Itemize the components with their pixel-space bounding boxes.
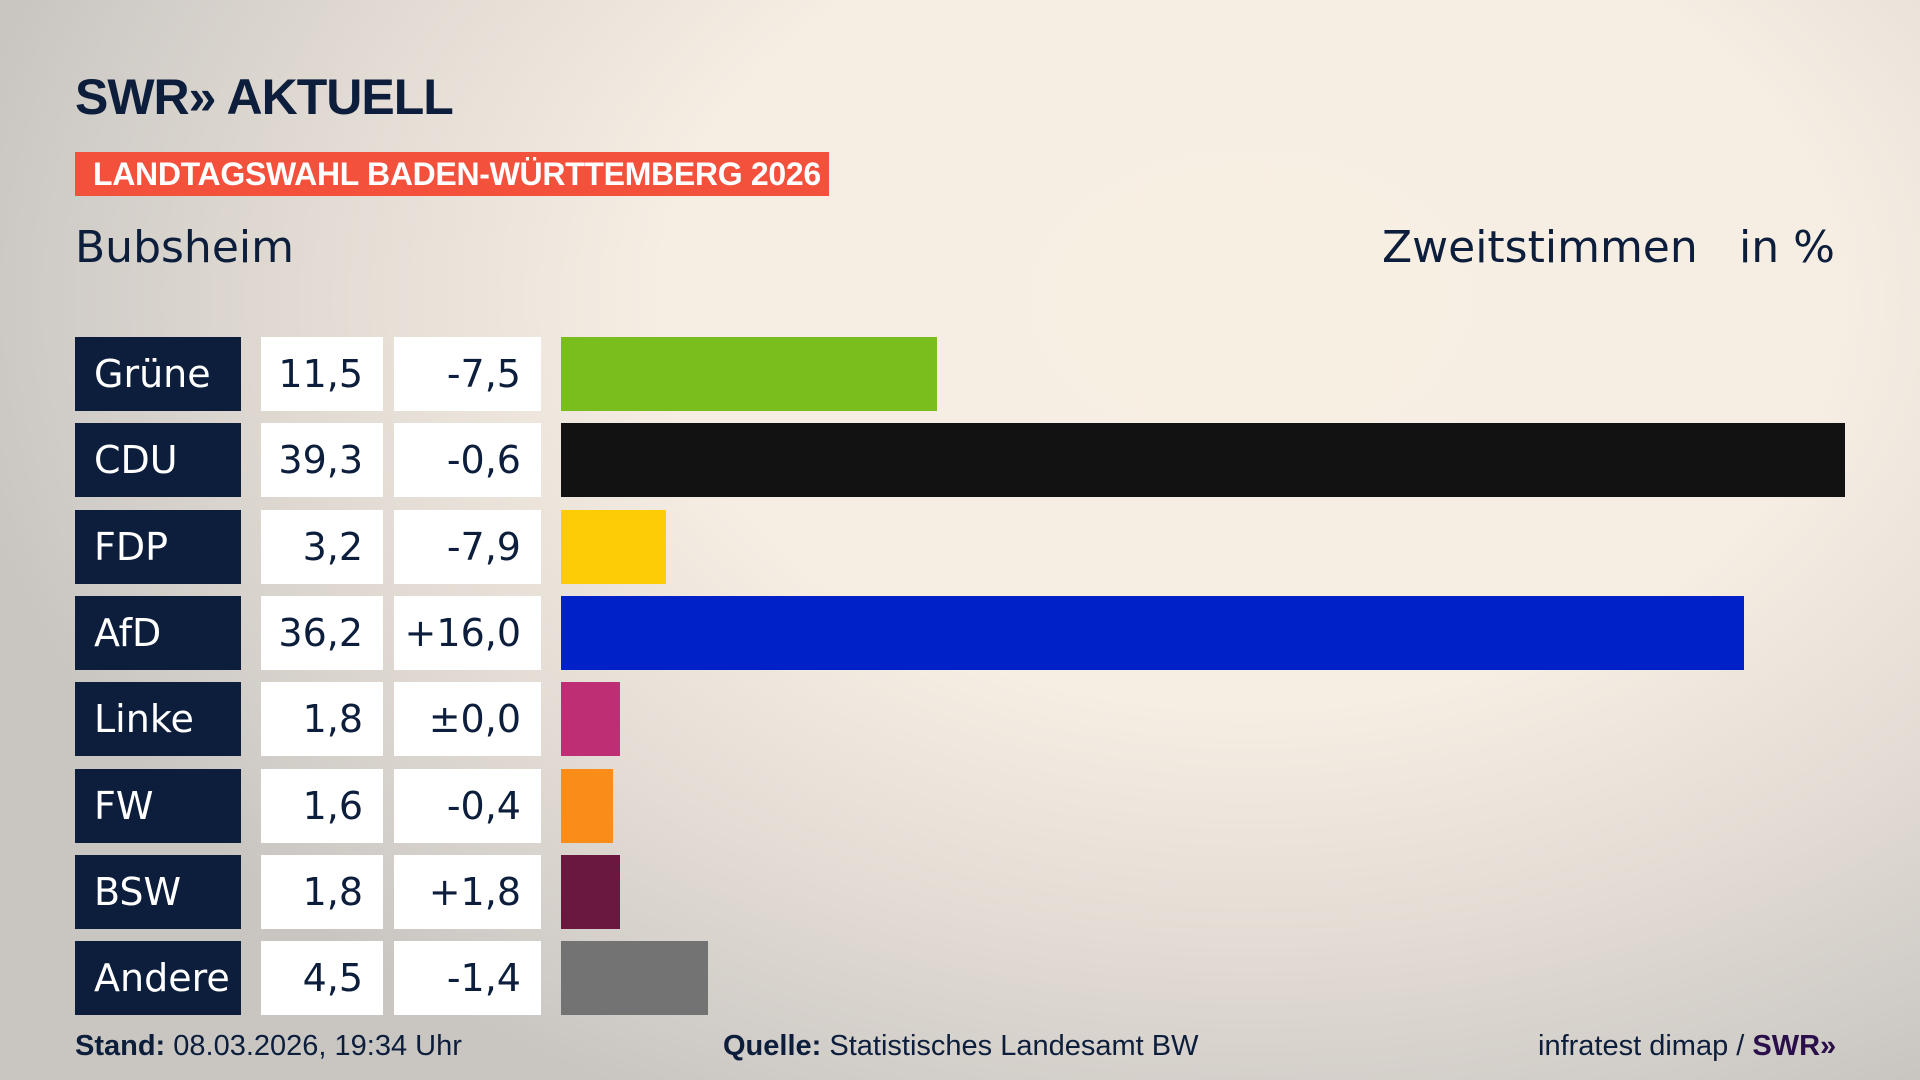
party-label: FDP [75, 509, 241, 584]
bar-bsw [561, 854, 620, 929]
diff-label: -0,4 [394, 768, 541, 843]
value-label: 3,2 [261, 509, 383, 584]
credit: infratest dimap / SWR» [1538, 1030, 1836, 1063]
bar-fw [561, 768, 614, 843]
party-label: Grüne [75, 337, 241, 411]
result-row: Linke 1,8 ±0,0 [0, 682, 1920, 757]
diff-label: -7,5 [394, 337, 541, 411]
place-title: Bubsheim [75, 222, 294, 273]
party-label: CDU [75, 423, 241, 498]
swr-logo: SWR» [1752, 1030, 1837, 1062]
bar-fdp [561, 509, 666, 584]
diff-label: +1,8 [394, 854, 541, 929]
diff-label: +16,0 [394, 595, 541, 670]
stand-label: Stand: [75, 1030, 166, 1062]
result-row: Andere 4,5 -1,4 [0, 941, 1920, 1016]
diff-label: -0,6 [394, 423, 541, 498]
result-row: FW 1,6 -0,4 [0, 768, 1920, 843]
stand-value: 08.03.2026, 19:34 Uhr [165, 1030, 462, 1062]
bar-linke [561, 682, 620, 757]
diff-label: -1,4 [394, 941, 541, 1016]
credit-text: infratest dimap / [1538, 1030, 1753, 1062]
value-label: 1,8 [261, 682, 383, 757]
timestamp: Stand: 08.03.2026, 19:34 Uhr [75, 1030, 462, 1063]
result-row: FDP 3,2 -7,9 [0, 509, 1920, 584]
bar-grne [561, 337, 937, 411]
unit-label: in % [1739, 222, 1835, 273]
result-row: BSW 1,8 +1,8 [0, 854, 1920, 929]
value-label: 1,6 [261, 768, 383, 843]
source: Quelle: Statistisches Landesamt BW [723, 1030, 1198, 1063]
party-label: Linke [75, 682, 241, 757]
metric-label: Zweitstimmen [1382, 222, 1698, 273]
bar-afd [561, 595, 1744, 670]
value-label: 39,3 [261, 423, 383, 498]
party-label: BSW [75, 854, 241, 929]
source-label: Quelle: [723, 1030, 822, 1062]
value-label: 11,5 [261, 337, 383, 411]
diff-label: ±0,0 [394, 682, 541, 757]
diff-label: -7,9 [394, 509, 541, 584]
election-banner: LANDTAGSWAHL BADEN-WÜRTTEMBERG 2026 [75, 152, 829, 196]
result-row: AfD 36,2 +16,0 [0, 595, 1920, 670]
bar-andere [561, 941, 709, 1016]
bar-cdu [561, 423, 1845, 498]
result-row: CDU 39,3 -0,6 [0, 423, 1920, 498]
source-value: Statistisches Landesamt BW [821, 1030, 1199, 1062]
party-label: Andere [75, 941, 241, 1016]
value-label: 36,2 [261, 595, 383, 670]
value-label: 4,5 [261, 941, 383, 1016]
value-label: 1,8 [261, 854, 383, 929]
party-label: AfD [75, 595, 241, 670]
result-row: Grüne 11,5 -7,5 [0, 337, 1920, 411]
party-label: FW [75, 768, 241, 843]
swr-aktuell-logo: SWR» AKTUELL [75, 69, 454, 125]
